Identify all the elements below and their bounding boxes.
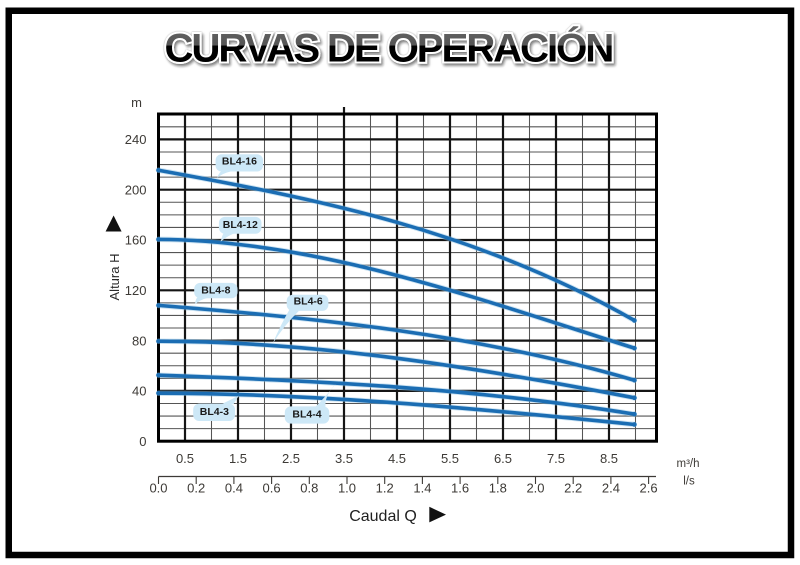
svg-text:CURVAS DE OPERACIÓN: CURVAS DE OPERACIÓN xyxy=(165,25,615,71)
svg-text:BL4-8: BL4-8 xyxy=(201,285,230,297)
svg-text:BL4-6: BL4-6 xyxy=(294,295,323,307)
svg-text:BL4-4: BL4-4 xyxy=(292,409,321,421)
svg-text:120: 120 xyxy=(125,283,147,298)
svg-text:3.5: 3.5 xyxy=(335,451,353,466)
svg-text:m: m xyxy=(131,95,142,110)
svg-text:1.4: 1.4 xyxy=(413,480,431,495)
svg-text:160: 160 xyxy=(125,233,147,248)
svg-text:BL4-16: BL4-16 xyxy=(222,155,257,167)
svg-text:2.0: 2.0 xyxy=(526,480,544,495)
svg-text:1.5: 1.5 xyxy=(229,451,247,466)
svg-text:5.5: 5.5 xyxy=(441,451,459,466)
svg-text:0: 0 xyxy=(139,434,146,449)
svg-text:0.8: 0.8 xyxy=(300,480,318,495)
svg-text:0.2: 0.2 xyxy=(187,480,205,495)
svg-text:1.8: 1.8 xyxy=(489,480,507,495)
svg-text:2.2: 2.2 xyxy=(564,480,582,495)
svg-text:2.4: 2.4 xyxy=(602,480,620,495)
svg-text:7.5: 7.5 xyxy=(547,451,565,466)
svg-text:m³/h: m³/h xyxy=(677,458,700,470)
svg-text:BL4-12: BL4-12 xyxy=(223,219,258,231)
svg-text:l/s: l/s xyxy=(683,476,695,488)
svg-text:40: 40 xyxy=(132,384,146,399)
svg-text:1.0: 1.0 xyxy=(338,480,356,495)
svg-text:8.5: 8.5 xyxy=(600,451,618,466)
svg-text:240: 240 xyxy=(125,132,147,147)
svg-text:0.4: 0.4 xyxy=(225,480,243,495)
svg-text:Altura H: Altura H xyxy=(107,254,122,301)
svg-text:BL4-3: BL4-3 xyxy=(200,406,229,418)
svg-text:0.6: 0.6 xyxy=(263,480,281,495)
svg-text:4.5: 4.5 xyxy=(388,451,406,466)
svg-text:1.2: 1.2 xyxy=(376,480,394,495)
svg-text:200: 200 xyxy=(125,182,147,197)
svg-text:0.5: 0.5 xyxy=(176,451,194,466)
svg-text:2.6: 2.6 xyxy=(640,480,658,495)
svg-text:1.6: 1.6 xyxy=(451,480,469,495)
svg-text:0.0: 0.0 xyxy=(149,480,167,495)
svg-text:2.5: 2.5 xyxy=(282,451,300,466)
svg-text:80: 80 xyxy=(132,333,146,348)
svg-text:6.5: 6.5 xyxy=(494,451,512,466)
svg-text:Caudal Q: Caudal Q xyxy=(349,508,417,525)
